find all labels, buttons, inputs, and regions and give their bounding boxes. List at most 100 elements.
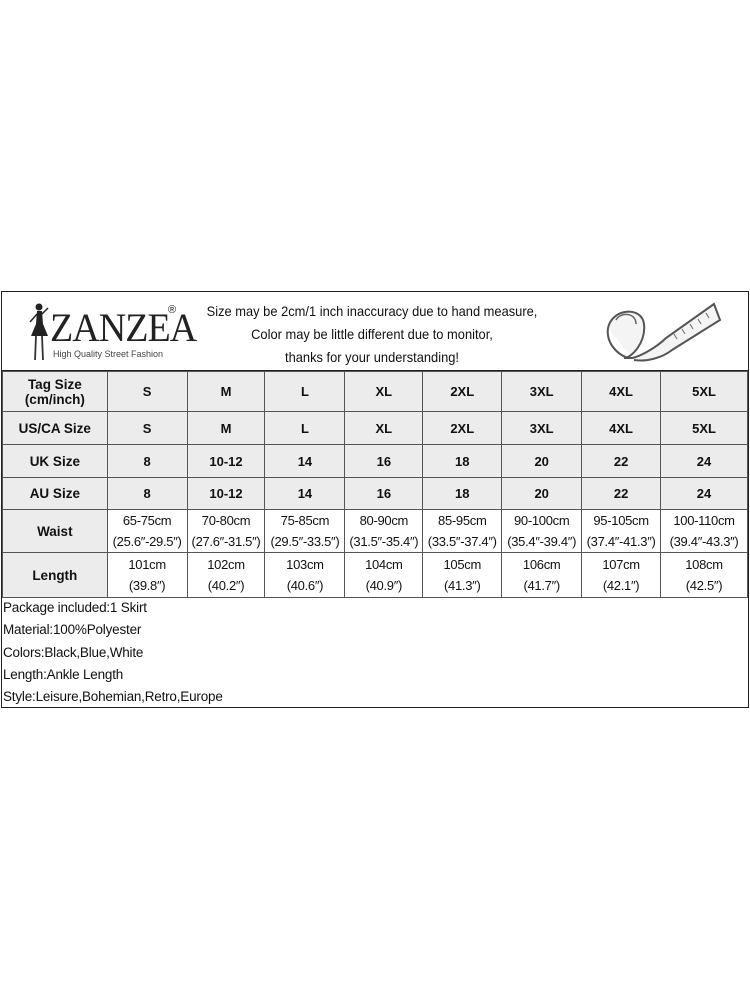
size-cell: 65-75cm (25.6″-29.5″) [106,509,188,553]
style-info: Style:Leisure,Bohemian,Retro,Europe [3,689,223,705]
cell-line: 102cm [207,557,245,572]
size-cell: 18 [422,477,503,510]
brand-tagline: High Quality Street Fashion [53,349,164,359]
size-cell: 8 [106,477,188,510]
cell-line: 95-105cm [593,513,649,528]
cell-line: (25.6″-29.5″) [112,534,182,549]
size-cell: 90-100cm (35.4″-39.4″) [501,509,583,553]
size-cell: XL [344,371,424,412]
cell-line: (40.6″) [286,578,324,593]
row-label: Waist [2,509,108,553]
size-cell: 10-12 [186,444,266,478]
material-info: Material:100%Polyester [3,622,142,638]
size-cell: 95-105cm (37.4″-41.3″) [581,509,662,553]
cell-line: (27.6″-31.5″) [191,534,261,549]
size-cell: 24 [660,477,748,510]
size-cell: 18 [422,444,503,478]
brand-logo: ZANZEA ® High Quality Street Fashion [28,302,197,364]
size-cell: M [186,411,266,445]
size-cell: 75-85cm (29.5″-33.5″) [264,509,346,553]
cell-line: 80-90cm [359,513,409,528]
size-cell: 24 [660,444,748,478]
size-cell: 105cm (41.3″) [422,552,503,598]
notice-line: Color may be little different due to mon… [251,326,493,342]
cell-line: 101cm [128,557,166,572]
size-cell: XL [344,411,424,445]
row-au-size: AU Size 8 10-12 14 16 18 20 22 24 [2,477,748,510]
cell-line: 106cm [522,557,561,572]
size-cell: 14 [264,477,346,510]
size-cell: 22 [581,444,662,478]
size-cell: 4XL [581,411,662,445]
cell-line: (39.4″-43.3″) [669,534,739,549]
cell-line: 100-110cm [673,513,735,528]
size-cell: 5XL [660,411,748,445]
size-cell: S [106,371,188,412]
row-label: Length [2,552,108,598]
notice-text: Size may be 2cm/1 inch inaccuracy due to… [197,300,547,369]
size-cell: 85-95cm (33.5″-37.4″) [422,509,503,553]
size-cell: L [264,371,346,412]
cell-line: (41.7″) [523,578,560,593]
row-label: AU Size [2,477,108,510]
size-cell: 104cm (40.9″) [344,552,424,598]
cell-line: 108cm [685,557,723,572]
cell-line: (42.5″) [685,578,723,593]
cell-line: 104cm [365,557,403,572]
cell-line: 75-85cm [280,513,330,528]
size-cell: 8 [106,444,188,478]
size-cell: 108cm (42.5″) [660,552,748,598]
package-info: Package included:1 Skirt [3,600,147,615]
size-cell: 3XL [501,371,583,412]
cell-line: (42.1″) [602,578,640,593]
cell-line: (40.2″) [207,578,245,593]
cell-line: (31.5″-35.4″) [349,534,419,549]
size-cell: 100-110cm (39.4″-43.3″) [660,509,748,553]
row-tag-size: Tag Size (cm/inch) S M L XL 2XL 3XL 4XL 5XL [2,371,748,412]
colors-info: Colors:Black,Blue,White [3,644,144,660]
cell-line: (29.5″-33.5″) [270,534,340,549]
cell-line: 65-75cm [122,513,172,528]
row-us-ca-size: US/CA Size S M L XL 2XL 3XL 4XL 5XL [2,411,748,445]
size-cell: 102cm (40.2″) [186,552,266,598]
cell-line: 85-95cm [438,513,487,528]
product-info: Package included:1 Skirt Material:100%Po… [2,597,223,708]
size-cell: 20 [501,444,583,478]
size-cell: 2XL [422,411,503,445]
size-cell: M [186,371,266,412]
brand-name: ZANZEA [50,305,197,350]
size-chart: ZANZEA ® High Quality Street Fashion Siz… [1,291,749,708]
cell-line: (33.5″-37.4″) [427,534,497,549]
size-cell: 20 [501,477,583,510]
cell-line: (37.4″-41.3″) [586,534,656,549]
size-cell: S [106,411,188,445]
size-cell: 10-12 [186,477,266,510]
size-cell: 80-90cm (31.5″-35.4″) [344,509,424,553]
cell-line: 103cm [286,557,324,572]
size-cell: 2XL [422,371,503,412]
size-cell: 16 [344,444,424,478]
row-waist: Waist 65-75cm (25.6″-29.5″) 70-80cm (27.6″-3… [2,509,748,553]
size-cell: 70-80cm (27.6″-31.5″) [186,509,266,553]
size-cell: 14 [264,444,346,478]
cell-line: (39.8″) [128,578,166,593]
notice-line: thanks for your understanding! [285,349,459,365]
row-label: UK Size [2,444,108,478]
size-cell: 3XL [501,411,583,445]
size-cell: 107cm (42.1″) [581,552,662,598]
notice-line: Size may be 2cm/1 inch inaccuracy due to… [206,303,538,319]
fashion-silhouette-icon [29,303,49,361]
length-info: Length:Ankle Length [3,666,124,682]
size-cell: 5XL [660,371,748,412]
cell-line: 90-100cm [513,513,570,528]
row-label: Tag Size (cm/inch) [2,371,108,412]
chart-header: ZANZEA ® High Quality Street Fashion Siz… [2,292,748,371]
size-cell: 4XL [581,371,662,412]
cell-line: (40.9″) [365,578,403,593]
row-label-line: Tag Size [27,376,82,392]
cell-line: 105cm [443,557,482,572]
size-table: Tag Size (cm/inch) S M L XL 2XL 3XL 4XL 5XL US/CA … [2,371,748,598]
registered-mark: ® [168,304,177,316]
size-cell: 103cm (40.6″) [264,552,346,598]
size-cell: 101cm (39.8″) [106,552,188,598]
